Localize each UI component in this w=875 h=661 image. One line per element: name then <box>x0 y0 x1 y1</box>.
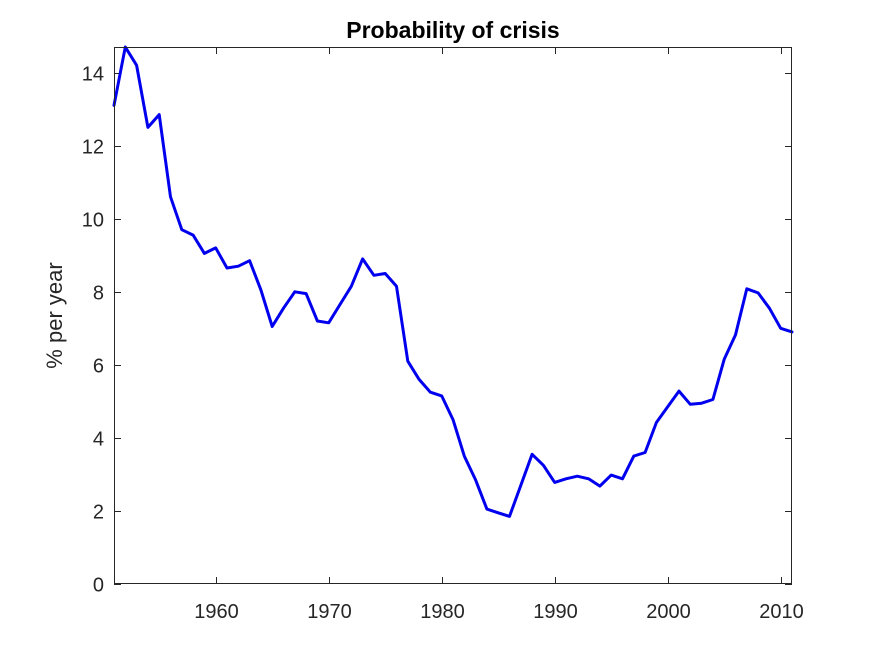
series-layer <box>112 45 794 518</box>
y-tick-label: 14 <box>82 64 104 86</box>
x-tick-label: 1990 <box>533 601 578 623</box>
y-tick-label: 2 <box>93 502 104 524</box>
series-line <box>112 45 794 518</box>
ticks-layer: 1960 1970 1980 1990 2000 2010 0 2 4 6 8 10 12 14 <box>82 47 804 623</box>
y-tick-label: 12 <box>82 137 104 159</box>
y-tick-label: 6 <box>93 356 104 378</box>
chart-title: Probability of crisis <box>346 17 559 43</box>
x-tick-label: 1970 <box>307 601 352 623</box>
plot-frame <box>114 47 792 584</box>
x-tick-label: 1980 <box>420 601 465 623</box>
y-axis-label: % per year <box>42 262 67 368</box>
y-tick-label: 10 <box>82 210 104 232</box>
y-tick-label: 8 <box>93 283 104 305</box>
y-tick-label: 0 <box>93 575 104 597</box>
x-tick-label: 1960 <box>194 601 239 623</box>
plot-area <box>114 47 792 584</box>
x-tick-label: 2010 <box>759 601 804 623</box>
y-tick-label: 4 <box>93 429 104 451</box>
x-tick-label: 2000 <box>646 601 691 623</box>
